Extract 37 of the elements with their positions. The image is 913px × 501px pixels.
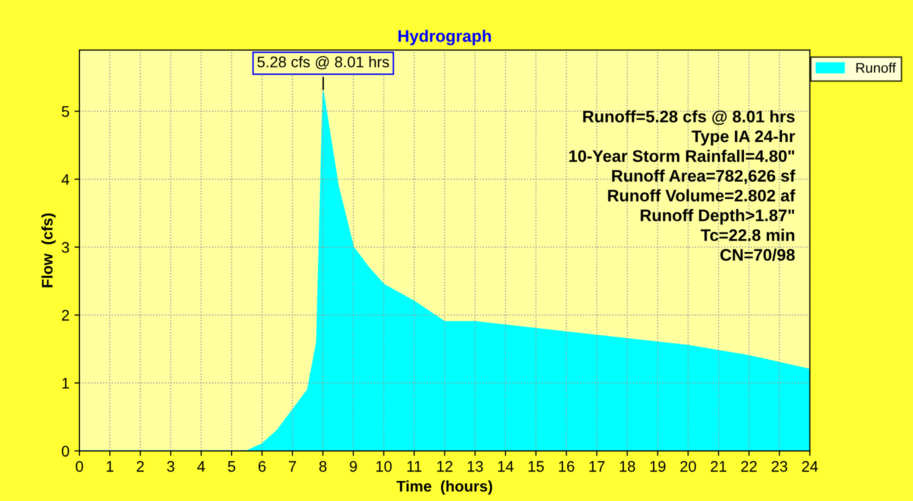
- x-tick-label: 3: [167, 461, 174, 472]
- y-tick-label: 4: [62, 174, 70, 185]
- x-tick-label: 0: [76, 461, 84, 472]
- x-tick-label: 5: [228, 461, 236, 472]
- y-axis-title: Flow (cfs): [41, 213, 56, 288]
- annotation: 5.28 cfs @ 8.01 hrs: [257, 56, 390, 70]
- x-tick-label: 21: [710, 461, 726, 472]
- chart-title: Hydrograph: [398, 30, 491, 46]
- x-tick-label: 22: [741, 461, 757, 472]
- x-tick-label: 15: [528, 461, 544, 472]
- x-tick-label: 2: [136, 461, 144, 472]
- x-tick-label: 16: [559, 461, 574, 472]
- x-tick-label: 7: [289, 461, 296, 472]
- x-tick-label: 14: [498, 461, 514, 472]
- x-tick-label: 10: [376, 461, 392, 472]
- y-tick-label: 0: [62, 446, 70, 457]
- x-tick-label: 19: [650, 461, 666, 472]
- annotation: Runoff=5.28 cfs @ 8.01 hrs Type IA 24-hr 10-Year Storm Rainfall=4.80" Runoff Area=782,626 sf Runoff Volume=2.802 af Runoff Depth>1.87" Tc=22.8 min CN=70/98: [569, 110, 796, 261]
- y-tick-label: 2: [62, 310, 69, 321]
- x-tick-label: 23: [772, 461, 788, 472]
- legend-label: Runoff: [856, 62, 896, 73]
- x-tick-label: 1: [106, 461, 114, 472]
- x-tick-label: 6: [258, 461, 266, 472]
- x-axis-title: Time (hours): [396, 480, 492, 495]
- x-tick-label: 11: [407, 461, 422, 472]
- y-tick-label: 1: [62, 378, 69, 389]
- x-tick-label: 18: [620, 461, 636, 472]
- x-tick-label: 4: [197, 461, 205, 472]
- x-tick-label: 24: [802, 461, 818, 472]
- x-tick-label: 13: [468, 461, 483, 472]
- y-tick-label: 5: [62, 106, 70, 117]
- x-tick-label: 12: [437, 461, 452, 472]
- x-tick-label: 20: [680, 461, 696, 472]
- x-tick-label: 17: [589, 461, 605, 472]
- y-tick-label: 3: [62, 242, 70, 253]
- x-tick-label: 9: [350, 461, 357, 472]
- x-tick-label: 8: [319, 461, 326, 472]
